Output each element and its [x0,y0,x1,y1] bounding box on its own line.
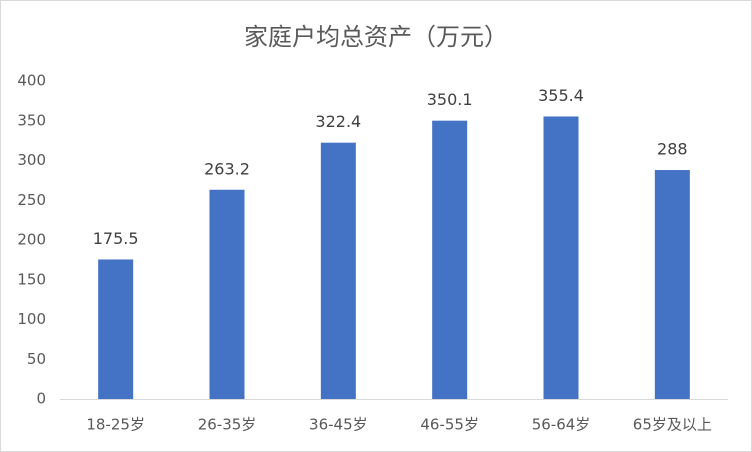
x-tick-label: 65岁及以上 [633,416,712,434]
bar [209,189,245,399]
y-tick-label: 250 [17,191,46,209]
x-tick-label: 46-55岁 [420,416,479,434]
y-tick-label: 0 [36,390,46,408]
data-label: 175.5 [93,229,139,248]
bar [543,116,579,399]
y-tick-label: 350 [17,111,46,129]
data-label: 355.4 [538,86,584,105]
data-label: 288 [657,140,688,159]
y-tick-label: 200 [17,231,46,249]
data-label: 263.2 [204,159,250,178]
data-label: 350.1 [427,90,473,109]
bar [98,259,134,399]
chart-title: 家庭户均总资产（万元） [244,23,508,51]
x-tick-label: 56-64岁 [532,416,591,434]
x-tick-label: 26-35岁 [198,416,257,434]
x-tick-label: 18-25岁 [86,416,145,434]
bar [654,170,690,399]
y-tick-label: 300 [17,151,46,169]
data-label: 322.4 [315,112,361,131]
y-tick-label: 100 [17,310,46,328]
bar [320,142,356,399]
bar [432,120,468,399]
y-tick-label: 400 [17,72,46,90]
y-tick-label: 50 [27,350,46,368]
y-tick-label: 150 [17,270,46,288]
x-tick-label: 36-45岁 [309,416,368,434]
